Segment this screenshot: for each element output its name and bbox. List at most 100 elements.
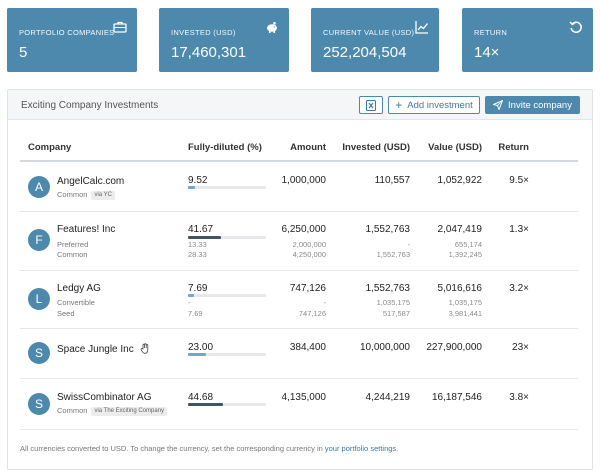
kpi-invested: INVESTED (USD) 17,460,301 <box>159 8 289 72</box>
ownership-bar <box>188 353 266 356</box>
kpi-portfolio-companies: PORTFOLIO COMPANIES 5 <box>7 8 137 72</box>
share-class: Preferred <box>57 240 89 249</box>
breakdown-pct: 13.33 <box>188 240 207 249</box>
col-header-return[interactable]: Return <box>498 142 529 153</box>
amount-value: 384,400 <box>289 342 326 353</box>
undo-icon <box>569 21 582 34</box>
invite-company-label: Invite company <box>508 99 572 111</box>
return-value: 3.8× <box>509 392 529 403</box>
breakdown-amount: 747,126 <box>298 309 326 318</box>
fully-diluted-value: 23.00 <box>188 342 214 353</box>
ownership-bar <box>188 236 266 239</box>
amount-value: 6,250,000 <box>281 224 327 235</box>
share-class: Common via The Exciting Company <box>57 406 168 416</box>
header-divider <box>20 160 578 162</box>
kpi-label: INVESTED (USD) <box>171 28 236 37</box>
avatar: F <box>28 229 50 251</box>
avatar: S <box>28 393 50 415</box>
investments-panel: Exciting Company Investments + Add inves… <box>7 89 593 470</box>
avatar: S <box>28 342 50 364</box>
amount-value: 4,135,000 <box>281 392 327 403</box>
col-header-amount[interactable]: Amount <box>290 142 326 153</box>
return-value: 23× <box>512 342 529 353</box>
row-divider <box>20 328 578 329</box>
kpi-label: RETURN <box>474 28 508 37</box>
breakdown-amount: 4,250,000 <box>292 250 326 259</box>
kpi-value: 14× <box>474 44 500 61</box>
value-value: 1,052,922 <box>437 175 483 186</box>
breakdown-value: 1,035,175 <box>448 298 482 307</box>
briefcase-icon <box>113 21 127 33</box>
company-name[interactable]: Space Jungle Inc <box>57 343 150 355</box>
breakdown-pct: - <box>188 298 191 307</box>
breakdown-value: 1,392,245 <box>448 250 482 259</box>
kpi-current-value: CURRENT VALUE (USD) 252,204,504 <box>311 8 439 72</box>
avatar: A <box>28 176 50 198</box>
breakdown-invested: - <box>407 240 411 249</box>
ownership-bar-fill <box>188 353 206 356</box>
add-investment-label: Add investment <box>407 99 473 111</box>
ownership-bar-fill <box>188 236 221 239</box>
return-value: 9.5× <box>509 175 529 186</box>
col-header-fully-diluted[interactable]: Fully-diluted (%) <box>188 142 262 153</box>
amount-value: 747,126 <box>289 283 326 294</box>
invested-value: 10,000,000 <box>359 342 410 353</box>
plus-icon: + <box>395 98 403 112</box>
breakdown-value: 3,981,441 <box>448 309 482 318</box>
fully-diluted-value: 7.69 <box>188 283 208 294</box>
avatar: L <box>28 288 50 310</box>
breakdown-pct: 7.69 <box>188 309 203 318</box>
value-value: 16,187,546 <box>431 392 482 403</box>
col-header-value[interactable]: Value (USD) <box>428 142 482 153</box>
company-name[interactable]: AngelCalc.com <box>57 176 125 187</box>
ownership-bar-fill <box>188 403 223 406</box>
row-divider <box>20 378 578 379</box>
kpi-label: CURRENT VALUE (USD) <box>323 28 415 37</box>
return-value: 1.3× <box>509 224 529 235</box>
value-value: 5,016,616 <box>437 283 483 294</box>
piggy-bank-icon <box>267 21 277 33</box>
company-name[interactable]: Features! Inc <box>57 224 116 235</box>
value-value: 227,900,000 <box>426 342 482 353</box>
kpi-label: PORTFOLIO COMPANIES <box>19 28 115 37</box>
invested-value: 1,552,763 <box>365 283 411 294</box>
kpi-value: 252,204,504 <box>323 44 407 61</box>
add-investment-button[interactable]: + Add investment <box>388 96 480 114</box>
panel-header: Exciting Company Investments + Add inves… <box>8 90 592 120</box>
line-chart-icon <box>415 21 429 34</box>
breakdown-invested: 517,587 <box>382 309 410 318</box>
ownership-bar <box>188 294 266 297</box>
value-value: 2,047,419 <box>437 224 483 235</box>
invested-value: 110,557 <box>374 175 410 186</box>
portfolio-settings-link[interactable]: your portfolio settings <box>324 444 397 453</box>
footer-note: All currencies converted to USD. To chan… <box>20 444 399 453</box>
via-badge: via YC <box>91 191 116 200</box>
invested-value: 1,552,763 <box>365 224 411 235</box>
breakdown-value: 655,174 <box>454 240 482 249</box>
ownership-bar-fill <box>188 186 196 189</box>
paper-plane-icon <box>493 100 504 110</box>
fully-diluted-value: 41.67 <box>188 224 214 235</box>
kpi-value: 5 <box>19 44 28 61</box>
share-class: Seed <box>57 309 75 318</box>
invite-company-button[interactable]: Invite company <box>485 96 580 114</box>
row-divider <box>20 211 578 212</box>
col-header-invested[interactable]: Invested (USD) <box>342 142 410 153</box>
fully-diluted-value: 44.68 <box>188 392 214 403</box>
company-name[interactable]: Ledgy AG <box>57 283 101 294</box>
excel-icon <box>366 99 376 111</box>
company-name[interactable]: SwissCombinator AG <box>57 392 152 403</box>
fully-diluted-value: 9.52 <box>188 175 208 186</box>
export-excel-button[interactable] <box>359 96 383 114</box>
amount-value: 1,000,000 <box>281 175 327 186</box>
breakdown-amount: - <box>323 298 327 307</box>
kpi-value: 17,460,301 <box>171 44 247 61</box>
col-header-company[interactable]: Company <box>28 142 72 153</box>
breakdown-pct: 28.33 <box>188 250 207 259</box>
invested-value: 4,244,219 <box>365 392 411 403</box>
ownership-bar <box>188 186 266 189</box>
kpi-return: RETURN 14× <box>462 8 593 72</box>
share-class: Common via YC <box>57 190 116 200</box>
row-divider <box>20 270 578 271</box>
breakdown-amount: 2,000,000 <box>292 240 326 249</box>
